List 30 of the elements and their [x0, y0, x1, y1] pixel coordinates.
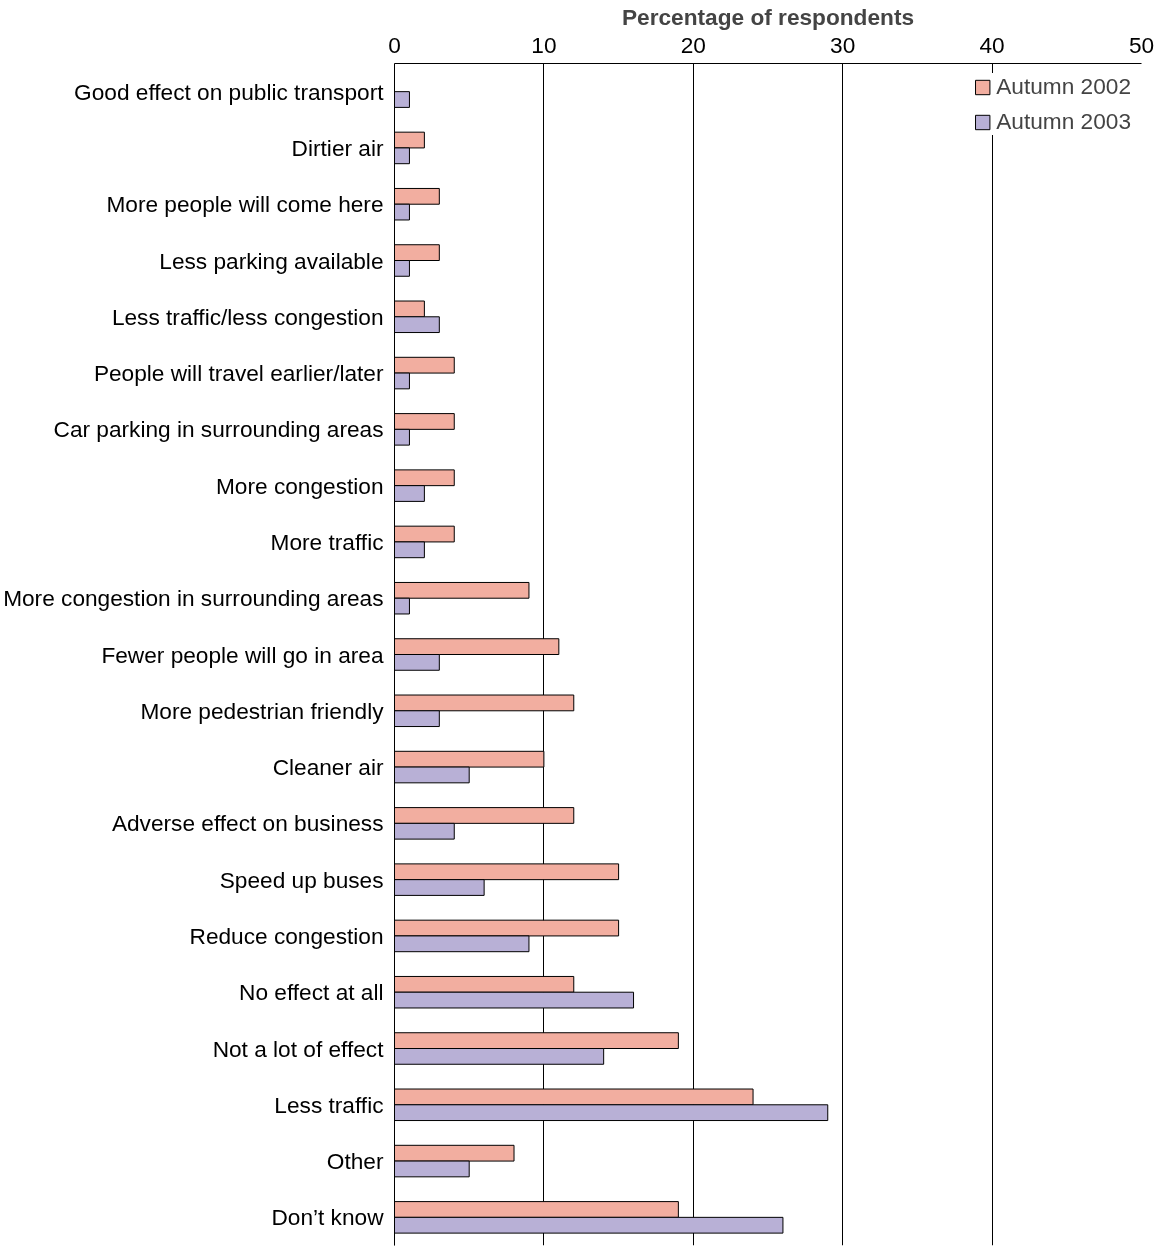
y-tick-label: No effect at all [239, 979, 384, 1006]
y-tick-label: More traffic [270, 528, 384, 555]
y-tick-label: Cleaner air [272, 754, 384, 781]
x-tick-label: 50 [1128, 31, 1155, 58]
y-tick-label: Dirtier air [291, 134, 384, 161]
y-tick-label: Less parking available [159, 247, 384, 274]
x-tick-label: 40 [979, 31, 1005, 58]
y-tick-label: Don’t know [271, 1204, 385, 1231]
y-tick-label: Reduce congestion [189, 922, 384, 949]
y-tick-label: Car parking in surrounding areas [53, 416, 384, 443]
y-tick-label: Good effect on public transport [74, 78, 385, 105]
y-tick-label: Adverse effect on business [111, 810, 384, 837]
y-tick-label: Not a lot of effect [212, 1035, 385, 1062]
x-tick-label: 0 [388, 31, 401, 58]
y-tick-label: More pedestrian friendly [140, 697, 385, 724]
x-tick-label: 20 [680, 31, 706, 58]
y-tick-label: Less traffic [274, 1091, 384, 1118]
y-tick-label: More congestion [216, 472, 384, 499]
x-tick-label: 30 [830, 31, 856, 58]
y-tick-label: Less traffic/less congestion [111, 303, 384, 330]
y-tick-label: Speed up buses [219, 866, 384, 893]
legend-label: Autumn 2002 [996, 73, 1131, 100]
y-tick-label: Fewer people will go in area [101, 641, 384, 668]
y-tick-label: More people will come here [106, 191, 384, 218]
y-tick-label: People will travel earlier/later [93, 360, 384, 387]
legend-label: Autumn 2003 [996, 108, 1131, 135]
y-tick-label: Other [326, 1148, 384, 1175]
x-axis-title: Percentage of respondents [621, 3, 915, 30]
y-tick-label: More congestion in surrounding areas [3, 585, 384, 612]
x-tick-label: 10 [531, 31, 557, 58]
